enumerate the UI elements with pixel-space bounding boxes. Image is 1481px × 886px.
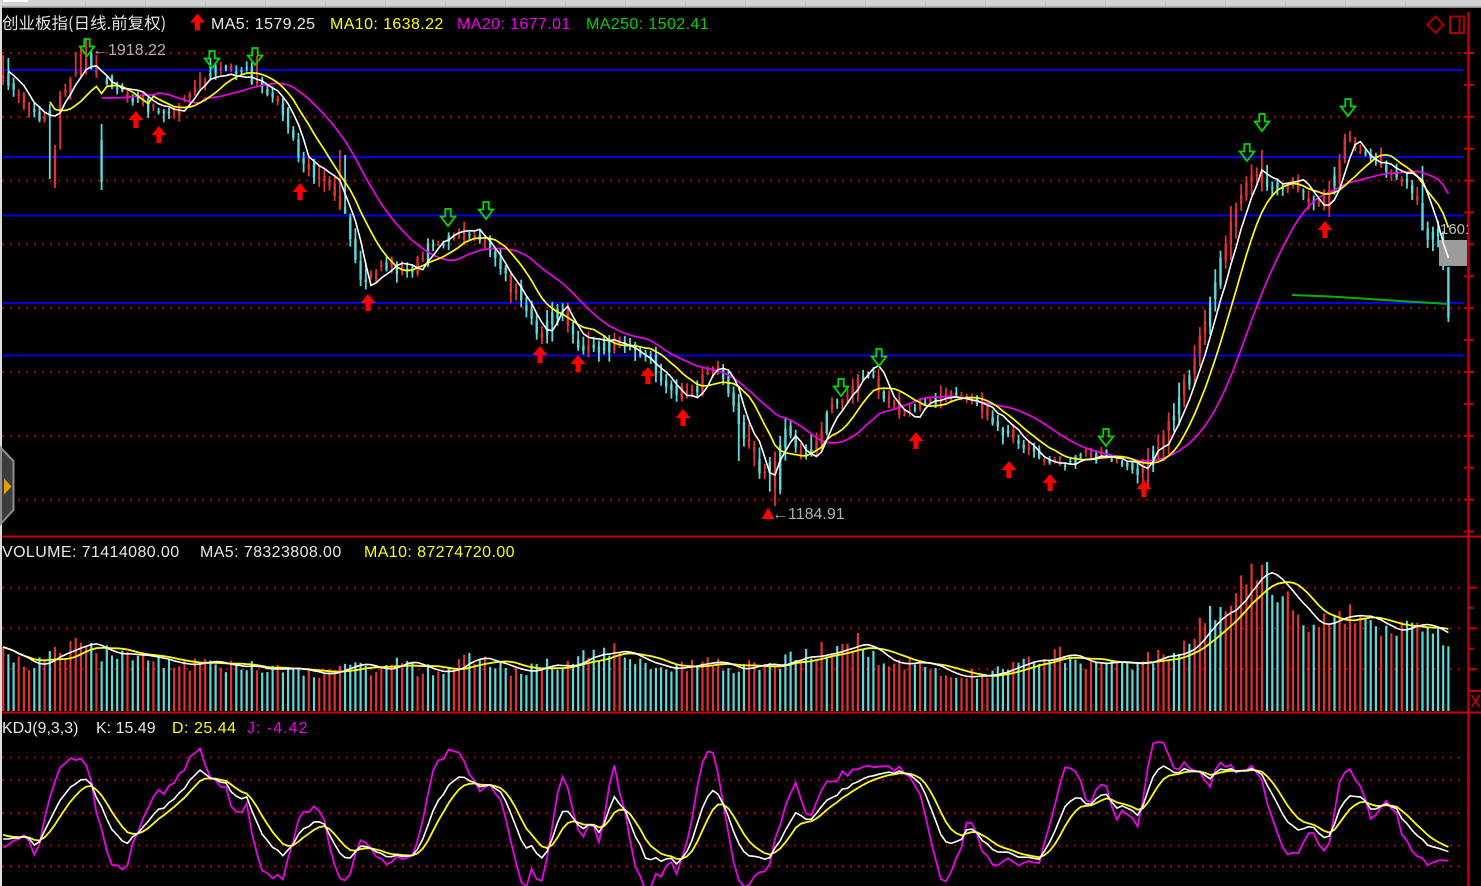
svg-text:MA5: 1579.25: MA5: 1579.25 bbox=[211, 16, 315, 33]
svg-text:MA10: 87274720.00: MA10: 87274720.00 bbox=[364, 544, 515, 561]
svg-text:MA5: 78323808.00: MA5: 78323808.00 bbox=[200, 544, 342, 561]
svg-text:D: 25.44: D: 25.44 bbox=[172, 720, 236, 737]
svg-text:←1184.91: ←1184.91 bbox=[772, 506, 845, 523]
svg-text:1601.76: 1601.76 bbox=[1440, 221, 1481, 238]
svg-text:MA10: 1638.22: MA10: 1638.22 bbox=[330, 16, 444, 33]
svg-text:MA20: 1677.01: MA20: 1677.01 bbox=[457, 16, 571, 33]
svg-text:KDJ(9,3,3): KDJ(9,3,3) bbox=[2, 720, 78, 737]
svg-text:K: 15.49: K: 15.49 bbox=[96, 720, 156, 737]
svg-text:←1918.22: ←1918.22 bbox=[92, 42, 166, 59]
svg-text:MA250: 1502.41: MA250: 1502.41 bbox=[586, 16, 709, 33]
svg-text:VOLUME: 71414080.00: VOLUME: 71414080.00 bbox=[2, 544, 180, 561]
svg-text:J: -4.42: J: -4.42 bbox=[247, 720, 308, 737]
